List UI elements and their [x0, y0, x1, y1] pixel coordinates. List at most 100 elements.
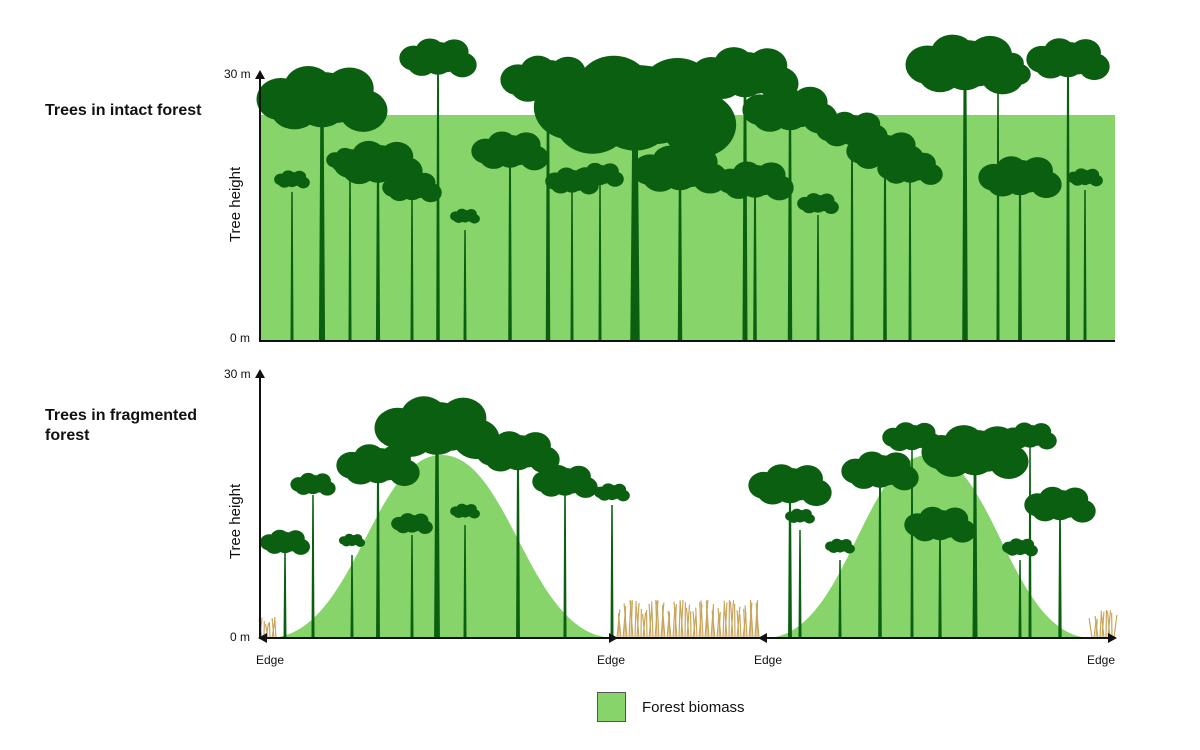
tree-trunk — [436, 62, 440, 341]
tree-silhouette — [532, 465, 598, 638]
tree-trunk — [908, 175, 912, 341]
tree-silhouette — [336, 444, 420, 638]
tree-trunk — [410, 195, 414, 341]
tree-trunk — [1018, 560, 1022, 638]
grass-blade — [623, 603, 628, 639]
tree-crown-lobe — [1069, 499, 1096, 523]
grass-blade — [679, 600, 684, 639]
tree-trunk — [1066, 62, 1070, 341]
tree-crown-top — [766, 90, 814, 117]
tree-crown-top — [357, 448, 399, 472]
tree-crown-top — [584, 65, 686, 122]
fragmented-y-axis-arrow — [255, 369, 265, 378]
grass-blade — [648, 603, 652, 639]
tree-crown-top — [860, 455, 900, 477]
tree-crown-lobe — [291, 538, 310, 555]
tree-trunk — [563, 488, 567, 638]
tree-trunk — [798, 530, 802, 638]
grass-blade — [686, 604, 691, 639]
tree-trunk — [508, 155, 512, 341]
tree-crown-top — [948, 430, 1002, 460]
tree-silhouette — [476, 431, 560, 638]
tree-silhouette — [533, 55, 737, 341]
tree-silhouette — [450, 503, 480, 638]
grass-blade — [264, 624, 269, 639]
grass-blade — [717, 608, 722, 639]
tree-crown-top — [490, 135, 530, 157]
intact-y-axis-label: Tree height — [227, 166, 245, 243]
grass-right-edge — [1088, 610, 1118, 639]
grass-clearing — [616, 599, 760, 639]
tree-crown-lobe — [468, 508, 480, 519]
tree-trunk — [1083, 190, 1087, 341]
tree-crown-lobe — [1030, 171, 1062, 199]
tree-silhouette — [338, 533, 366, 638]
tree-silhouette — [576, 162, 624, 341]
fragmented-forest-title: Trees in fragmented forest — [45, 407, 198, 444]
grass-blade — [617, 613, 622, 639]
tree-crown-top — [497, 435, 539, 459]
tree-trunk — [463, 230, 467, 341]
grass-blade — [661, 608, 666, 639]
tree-crown-top — [1047, 42, 1089, 66]
tree-silhouette — [921, 425, 1029, 638]
grass-blade — [736, 610, 740, 639]
tree-crown-lobe — [339, 89, 388, 132]
tree-silhouette — [1024, 486, 1096, 638]
edge-label-4: Edge — [1086, 653, 1116, 667]
grass-blade — [723, 600, 728, 639]
grass-blade — [749, 600, 754, 639]
tree-trunk — [348, 170, 352, 341]
grass-blade — [1100, 610, 1105, 639]
intact-y-bottom-tick: 0 m — [230, 331, 251, 345]
grass-blade — [635, 605, 640, 639]
tree-trunk — [1058, 510, 1062, 638]
tree-crown-lobe — [765, 175, 794, 201]
tree-crown-lobe — [296, 176, 310, 189]
tree-crown-top — [792, 510, 808, 519]
tree-crown-top — [355, 145, 401, 170]
edge-label-3: Edge — [753, 653, 783, 667]
tree-silhouette — [260, 529, 310, 638]
tree-crown-top — [735, 165, 775, 187]
tree-crown-lobe — [606, 171, 624, 187]
tree-silhouette — [905, 34, 1025, 341]
fragmented-y-axis-label: Tree height — [227, 483, 245, 560]
edge-arrow-right-4 — [1108, 633, 1117, 643]
tree-trunk — [787, 110, 793, 341]
tree-crown-lobe — [468, 213, 480, 224]
tree-crown-lobe — [803, 513, 815, 524]
tree-trunk — [816, 215, 820, 341]
tree-crown-top — [807, 195, 829, 207]
tree-crown-top — [1076, 170, 1094, 180]
tree-crown-lobe — [573, 476, 598, 498]
fragmented-biomass-mound-left — [268, 455, 615, 638]
tree-crown-lobe — [1089, 174, 1103, 187]
tree-crown-lobe — [1036, 432, 1057, 450]
tree-crown-top — [1042, 490, 1078, 510]
tree-crown-top — [922, 510, 958, 530]
grass-blade — [1106, 611, 1111, 639]
tree-silhouette — [1003, 422, 1057, 638]
tree-crown-top — [397, 175, 427, 192]
tree-trunk — [516, 455, 520, 638]
grass-blade — [271, 618, 275, 639]
grass-blade — [645, 610, 648, 639]
tree-silhouette — [333, 140, 423, 341]
intact-y-top-tick: 30 m — [224, 67, 251, 81]
tree-crown-lobe — [1024, 544, 1038, 557]
tree-trunk — [996, 75, 1000, 341]
tree-crown-top — [418, 42, 458, 64]
tree-trunk — [753, 185, 757, 341]
grass-blade — [673, 601, 678, 639]
edge-arrow-left-3 — [758, 633, 767, 643]
tree-crown-lobe — [800, 479, 832, 507]
tree-crown-top — [656, 150, 704, 177]
tree-crown-top — [999, 160, 1041, 184]
grass-blade — [699, 602, 702, 639]
tree-trunk — [878, 475, 882, 638]
tree-crown-top — [834, 115, 870, 135]
tree-trunk — [350, 555, 354, 638]
intact-forest-title: Trees in intact forest — [45, 102, 202, 119]
tree-crown-lobe — [918, 163, 943, 185]
